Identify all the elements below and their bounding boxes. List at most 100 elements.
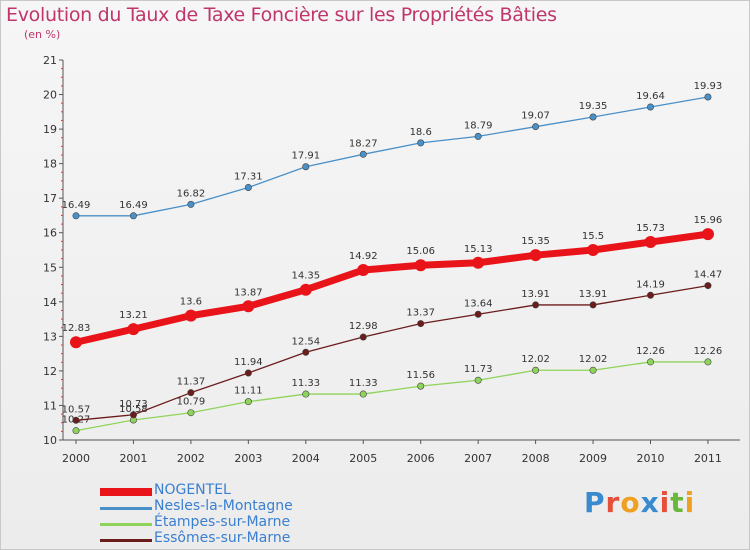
legend-swatch (100, 488, 152, 496)
data-point (417, 320, 425, 328)
x-tick-label: 2008 (522, 452, 550, 465)
series-line (72, 230, 712, 346)
y-tick-label: 17 (43, 192, 57, 205)
x-tick-label: 2002 (177, 452, 205, 465)
data-point (589, 113, 597, 121)
data-point (474, 132, 482, 140)
data-point (302, 348, 310, 356)
data-label: 12.83 (62, 323, 91, 334)
brand-letter: i (684, 486, 696, 519)
data-label: 11.33 (291, 378, 320, 389)
legend-swatch (100, 506, 152, 510)
data-point (472, 256, 485, 269)
data-point (302, 163, 310, 171)
x-tick-label: 2006 (407, 452, 435, 465)
data-label: 19.07 (521, 111, 550, 122)
data-label: 12.26 (636, 346, 665, 357)
data-label: 13.6 (180, 297, 202, 308)
data-point (589, 301, 597, 309)
legend-label: Étampes-sur-Marne (154, 514, 291, 530)
proxiti-logo: Proxiti (584, 486, 695, 519)
data-point (359, 390, 367, 398)
data-label: 12.02 (579, 354, 608, 365)
data-point (357, 264, 370, 277)
data-point (359, 150, 367, 158)
data-label: 13.37 (406, 308, 435, 319)
data-label: 18.6 (410, 127, 432, 138)
data-point (244, 398, 252, 406)
data-label: 13.87 (234, 287, 263, 298)
y-tick-label: 19 (43, 123, 57, 136)
data-point (474, 310, 482, 318)
x-tick-label: 2005 (349, 452, 377, 465)
data-label: 12.98 (349, 321, 378, 332)
brand-letter: P (584, 486, 606, 519)
data-label: 11.73 (464, 364, 493, 375)
y-tick-label: 21 (43, 54, 57, 67)
data-point (701, 228, 714, 241)
data-label: 19.35 (579, 101, 608, 112)
data-label: 13.91 (579, 289, 608, 300)
data-point (127, 323, 140, 336)
data-point (299, 283, 312, 296)
data-label: 12.54 (291, 336, 320, 347)
chart-title: Evolution du Taux de Taxe Foncière sur l… (6, 4, 557, 26)
y-tick-label: 10 (43, 434, 57, 447)
data-label: 17.31 (234, 171, 263, 182)
data-point (646, 103, 654, 111)
data-point (129, 411, 137, 419)
y-tick-label: 12 (43, 365, 57, 378)
brand-letter: o (620, 486, 641, 519)
data-label: 14.19 (636, 279, 665, 290)
data-point (646, 291, 654, 299)
data-label: 13.21 (119, 310, 148, 321)
data-point (474, 376, 482, 384)
line-chart: 10 11 12 13 14 15 16 17 18 19 20 21 2000 2001 2002 2003… (43, 54, 740, 465)
data-point (646, 358, 654, 366)
x-tick-label: 2010 (637, 452, 665, 465)
data-point (532, 301, 540, 309)
brand-letter: t (670, 486, 685, 519)
data-point (704, 93, 712, 101)
series-line (75, 284, 709, 421)
brand-letter: i (659, 486, 671, 519)
data-label: 17.91 (291, 151, 320, 162)
data-point (532, 366, 540, 374)
data-label: 11.56 (406, 370, 435, 381)
data-label: 15.13 (464, 244, 493, 255)
data-point (704, 358, 712, 366)
data-label: 12.26 (694, 346, 723, 357)
data-point (417, 382, 425, 390)
data-label: 15.5 (582, 231, 604, 242)
data-label: 10.58 (119, 404, 148, 415)
data-point (187, 409, 195, 417)
data-label: 14.47 (694, 270, 723, 281)
data-label: 16.49 (62, 200, 91, 211)
data-point (532, 123, 540, 131)
data-label: 16.49 (119, 200, 148, 211)
x-tick-label: 2000 (62, 452, 90, 465)
x-tick-label: 2001 (119, 452, 147, 465)
brand-letter: x (640, 486, 660, 519)
data-point (587, 244, 600, 256)
data-label: 15.06 (406, 246, 435, 257)
y-tick-label: 20 (43, 89, 57, 102)
x-tick-label: 2007 (464, 452, 492, 465)
data-point (644, 236, 657, 249)
data-point (244, 183, 252, 191)
data-point (417, 139, 425, 147)
data-point (72, 212, 80, 220)
data-label: 10.79 (177, 397, 206, 408)
data-label: 14.35 (291, 271, 320, 282)
data-label: 15.35 (521, 236, 550, 247)
data-point (242, 300, 255, 313)
data-point (359, 333, 367, 341)
y-tick-label: 14 (43, 296, 57, 309)
data-label: 13.64 (464, 298, 493, 309)
data-point (72, 427, 80, 435)
legend-swatch (100, 538, 152, 542)
data-label: 11.94 (234, 357, 263, 368)
data-label: 18.27 (349, 138, 378, 149)
data-point (70, 336, 82, 349)
